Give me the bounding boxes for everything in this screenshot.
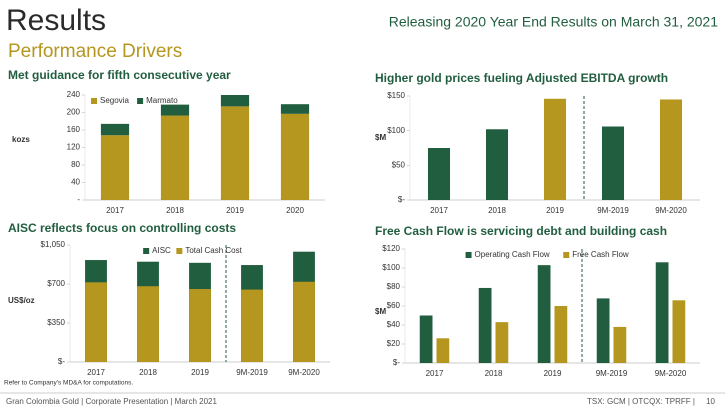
x-tick-label: 2017	[430, 206, 448, 215]
x-tick-label: 2017	[106, 206, 124, 215]
bar-segment	[100, 135, 130, 200]
x-tick-label: 2019	[546, 206, 564, 215]
x-tick-label: 2019	[191, 368, 209, 377]
footnote: Refer to Company's MD&A for computations…	[4, 380, 133, 387]
y-axis-label: US$/oz	[8, 296, 35, 305]
legend-swatch	[176, 248, 183, 254]
y-axis-label: $M	[375, 307, 386, 316]
bar	[672, 300, 686, 363]
slide-title: Results	[6, 4, 106, 37]
y-tick-label: 240	[67, 90, 81, 99]
announcement: Releasing 2020 Year End Results on March…	[389, 14, 718, 30]
legend-label: Marmato	[146, 96, 178, 105]
bar	[543, 98, 567, 200]
y-tick-label: 160	[67, 125, 81, 134]
bar	[613, 326, 627, 363]
y-axis-label: $M	[375, 133, 386, 142]
x-tick-label: 2018	[139, 368, 157, 377]
chart-title: Met guidance for fifth consecutive year	[8, 68, 231, 82]
bar	[137, 286, 159, 362]
x-tick-label: 9M-2020	[655, 206, 687, 215]
bar	[495, 322, 509, 363]
bar	[596, 298, 610, 363]
bar-segment	[100, 123, 130, 136]
bar-segment	[160, 115, 190, 200]
legend-label: AISC	[152, 246, 171, 255]
x-tick-label: 2020	[286, 206, 304, 215]
bar	[485, 129, 509, 200]
y-tick-label: $-	[58, 357, 65, 366]
x-tick-label: 2019	[226, 206, 244, 215]
legend-swatch	[143, 248, 150, 254]
bar-segment	[220, 106, 250, 200]
y-tick-label: $350	[47, 318, 65, 327]
x-tick-label: 9M-2019	[596, 369, 628, 378]
y-tick-label: 120	[67, 143, 81, 152]
bar	[601, 126, 625, 200]
y-tick-label: $40	[387, 320, 401, 329]
bar	[189, 289, 211, 362]
y-tick-label: 80	[71, 160, 80, 169]
bar	[419, 315, 433, 363]
x-tick-label: 2017	[87, 368, 105, 377]
x-tick-label: 2018	[488, 206, 506, 215]
y-tick-label: -	[77, 195, 80, 204]
y-tick-label: $100	[387, 126, 405, 135]
bar-segment	[160, 104, 190, 116]
y-tick-label: $100	[382, 263, 400, 272]
legend-swatch	[137, 98, 144, 104]
bar	[478, 287, 492, 363]
y-tick-label: $120	[382, 244, 400, 253]
bar-segment	[280, 104, 310, 114]
bar	[436, 338, 450, 363]
y-tick-label: $-	[398, 195, 405, 204]
x-tick-label: 9M-2020	[288, 368, 320, 377]
bar	[655, 262, 669, 363]
chart-title: Free Cash Flow is servicing debt and bui…	[375, 224, 667, 238]
bar	[241, 289, 263, 362]
bar	[554, 306, 568, 363]
y-tick-label: $-	[393, 358, 400, 367]
footer-right: TSX: GCM | OTCQX: TPRFF |	[587, 397, 695, 406]
bar	[659, 99, 683, 200]
bar	[293, 281, 315, 362]
legend-label: Total Cash Cost	[185, 246, 242, 255]
x-tick-label: 9M-2019	[236, 368, 268, 377]
y-tick-label: $20	[387, 339, 401, 348]
y-tick-label: $80	[387, 282, 401, 291]
footer-left: Gran Colombia Gold | Corporate Presentat…	[6, 397, 217, 406]
bar-segment	[280, 113, 310, 200]
bar	[85, 282, 107, 362]
legend-label: Operating Cash Flow	[475, 250, 550, 259]
x-tick-label: 2019	[544, 369, 562, 378]
bar-segment	[220, 95, 250, 107]
page-number: 10	[706, 397, 715, 406]
chart-title: Higher gold prices fueling Adjusted EBIT…	[375, 71, 668, 85]
y-tick-label: $60	[387, 301, 401, 310]
bar	[537, 265, 551, 363]
y-tick-label: $150	[387, 91, 405, 100]
x-tick-label: 2017	[426, 369, 444, 378]
chart-title: AISC reflects focus on controlling costs	[8, 221, 236, 235]
y-axis-label: kozs	[12, 135, 30, 144]
legend-swatch	[91, 98, 97, 104]
y-tick-label: 200	[67, 108, 81, 117]
slide-subtitle: Performance Drivers	[8, 41, 182, 62]
y-tick-label: $50	[392, 160, 406, 169]
legend-label: Free Cash Flow	[572, 250, 629, 259]
legend-swatch	[465, 252, 472, 258]
y-tick-label: $700	[47, 279, 65, 288]
y-tick-label: 40	[71, 178, 80, 187]
x-tick-label: 9M-2020	[655, 369, 687, 378]
bar	[427, 148, 451, 200]
legend-label: Segovia	[100, 96, 129, 105]
x-tick-label: 2018	[166, 206, 184, 215]
x-tick-label: 2018	[485, 369, 503, 378]
y-tick-label: $1,050	[41, 240, 66, 249]
legend-swatch	[563, 252, 570, 258]
x-tick-label: 9M-2019	[597, 206, 629, 215]
